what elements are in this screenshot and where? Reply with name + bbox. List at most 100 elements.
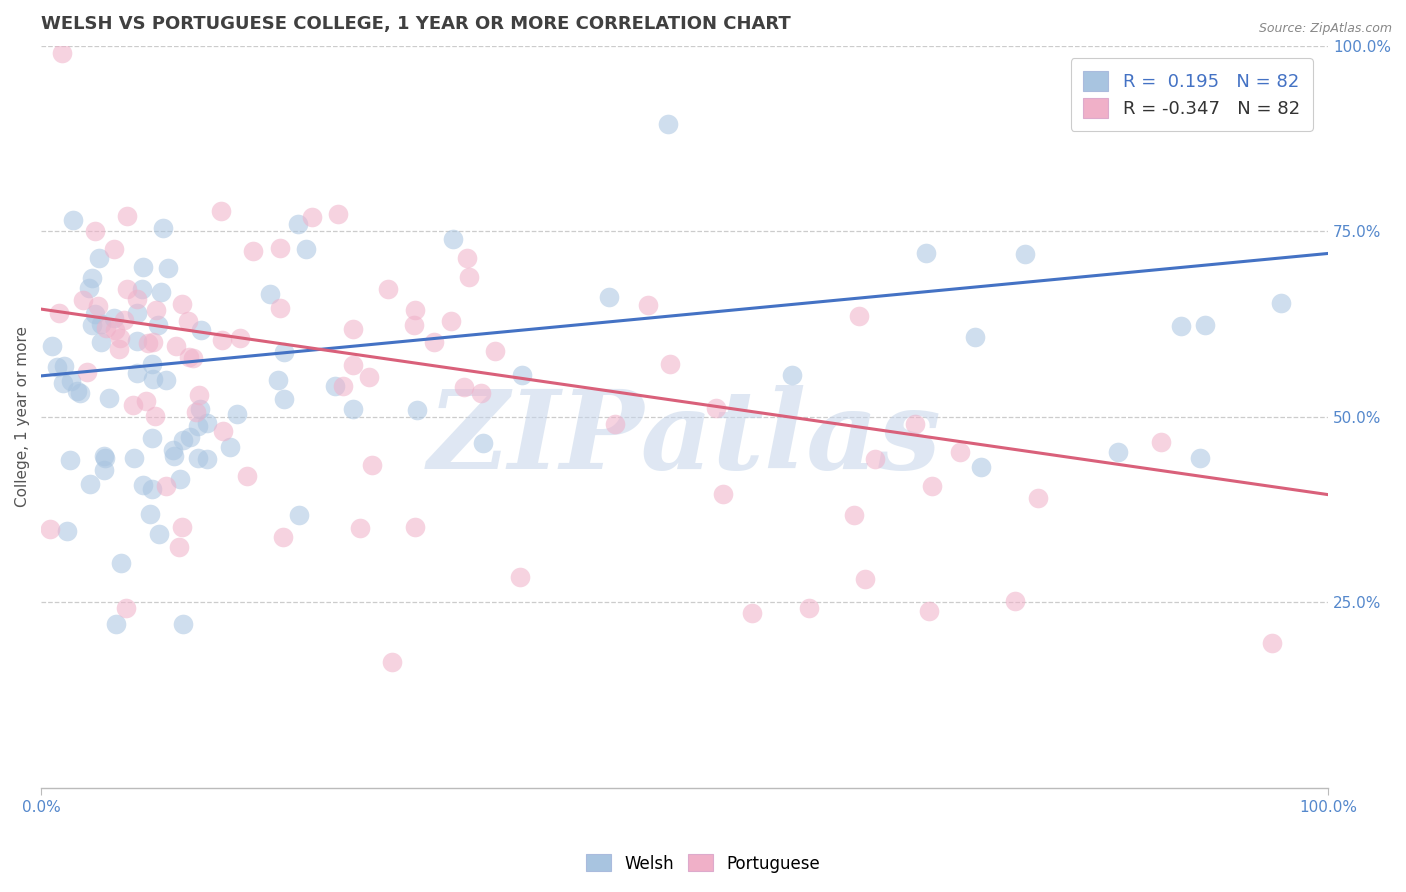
Point (342, 358, 364, 372)
Point (711, 487, 734, 501)
Point (509, 570, 531, 584)
Point (844, 508, 866, 523)
Point (658, 357, 681, 371)
Point (155, 479, 177, 493)
Point (108, 331, 131, 345)
Point (125, 366, 148, 380)
Point (470, 385, 492, 400)
Point (143, 409, 166, 423)
Point (301, 210, 323, 224)
Point (949, 445, 972, 459)
Point (918, 603, 941, 617)
Legend: Welsh, Portuguese: Welsh, Portuguese (579, 847, 827, 880)
Point (190, 323, 212, 337)
Point (637, 298, 659, 312)
Point (66, 384, 89, 398)
Point (229, 331, 252, 345)
Point (77, 281, 100, 295)
Point (267, 373, 290, 387)
Point (141, 357, 163, 371)
Point (188, 402, 211, 417)
Point (141, 431, 163, 445)
Point (72, 293, 94, 308)
Point (52, 359, 75, 373)
Point (863, 452, 886, 467)
Point (211, 334, 233, 348)
Point (1026, 491, 1049, 505)
Point (1270, 296, 1292, 310)
Point (179, 429, 201, 443)
Legend: R =  0.195   N = 82, R = -0.347   N = 82: R = 0.195 N = 82, R = -0.347 N = 82 (1070, 58, 1313, 131)
Point (84, 224, 107, 238)
Point (187, 419, 209, 434)
Point (165, 339, 187, 353)
Point (138, 507, 160, 521)
Point (155, 373, 177, 387)
Point (799, 601, 821, 615)
Point (177, 314, 200, 328)
Point (288, 508, 311, 522)
Point (172, 297, 194, 311)
Point (104, 322, 127, 336)
Point (187, 450, 209, 465)
Point (125, 293, 148, 307)
Point (287, 217, 309, 231)
Point (458, 270, 481, 285)
Point (131, 282, 153, 296)
Point (93, 463, 115, 477)
Point (69, 385, 91, 400)
Point (1260, 636, 1282, 650)
Point (342, 322, 364, 336)
Point (271, 530, 294, 544)
Point (1014, 247, 1036, 261)
Point (141, 482, 163, 496)
Point (404, 303, 426, 318)
Point (103, 310, 125, 325)
Point (90, 334, 112, 349)
Point (357, 370, 380, 384)
Point (112, 313, 135, 327)
Point (163, 449, 186, 463)
Point (115, 282, 138, 296)
Y-axis label: College, 1 year or more: College, 1 year or more (15, 326, 30, 508)
Text: WELSH VS PORTUGUESE COLLEGE, 1 YEAR OR MORE CORRELATION CHART: WELSH VS PORTUGUESE COLLEGE, 1 YEAR OR M… (41, 15, 790, 33)
Point (52, 376, 75, 391)
Point (142, 372, 165, 386)
Point (125, 334, 148, 349)
Point (87, 299, 110, 313)
Point (125, 306, 148, 320)
Point (62, 213, 84, 227)
Point (269, 301, 291, 315)
Point (115, 209, 138, 223)
Point (83, 306, 105, 320)
Point (103, 242, 125, 256)
Point (295, 242, 318, 256)
Point (406, 403, 429, 417)
Point (963, 329, 986, 343)
Point (598, 290, 620, 304)
Point (172, 434, 194, 448)
Point (657, 117, 679, 131)
Point (404, 520, 426, 534)
Point (443, 232, 465, 246)
Point (377, 282, 399, 296)
Point (1150, 435, 1173, 450)
Point (273, 392, 295, 407)
Point (97, 391, 120, 405)
Point (235, 469, 257, 483)
Point (152, 221, 174, 235)
Point (114, 600, 136, 615)
Point (94, 451, 117, 466)
Point (56, 524, 79, 538)
Point (107, 343, 129, 357)
Point (157, 260, 180, 275)
Point (93, 449, 115, 463)
Point (269, 242, 291, 256)
Point (853, 572, 876, 586)
Point (904, 417, 927, 432)
Point (342, 402, 364, 417)
Point (970, 460, 993, 475)
Point (1194, 318, 1216, 332)
Point (169, 472, 191, 486)
Point (132, 260, 155, 274)
